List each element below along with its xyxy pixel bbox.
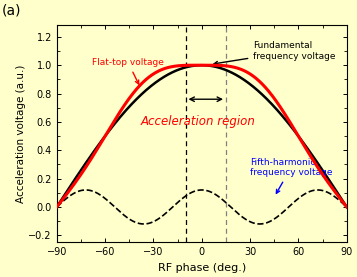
Y-axis label: Acceleration voltage (a.u.): Acceleration voltage (a.u.) [16,65,26,203]
Text: (a): (a) [2,4,21,18]
Text: Flat-top voltage: Flat-top voltage [92,58,164,84]
Text: Fundamental
frequency voltage: Fundamental frequency voltage [214,41,336,65]
X-axis label: RF phase (deg.): RF phase (deg.) [157,263,246,273]
Text: Acceleration region: Acceleration region [141,116,256,129]
Text: Fifth-harmonic
frequency voltage: Fifth-harmonic frequency voltage [250,158,333,193]
